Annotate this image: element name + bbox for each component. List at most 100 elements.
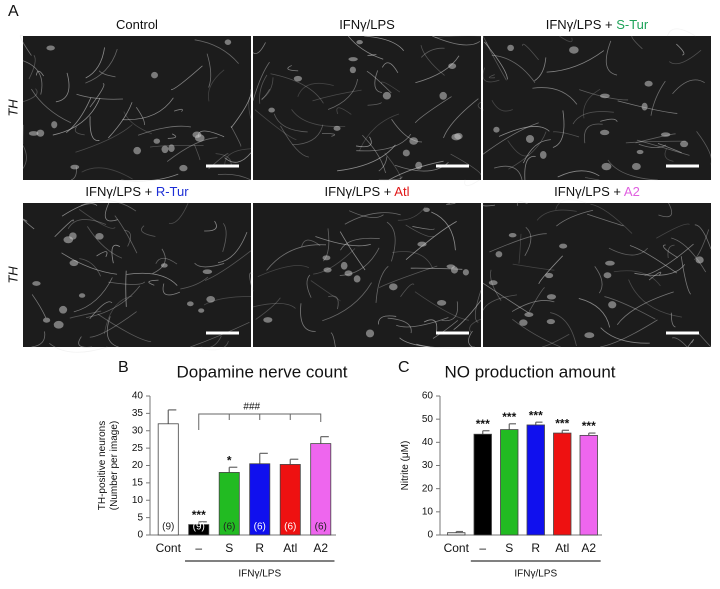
cell-body xyxy=(133,146,142,155)
x-tick-label: A2 xyxy=(313,541,328,555)
cell-body xyxy=(525,135,535,143)
neurite xyxy=(111,244,121,264)
neurite xyxy=(507,140,530,157)
neurite xyxy=(405,221,457,261)
cell-body xyxy=(206,296,216,303)
bar xyxy=(249,463,271,536)
cell-body xyxy=(448,63,457,69)
cell-body xyxy=(641,102,648,111)
neurite xyxy=(676,43,685,56)
cell-body xyxy=(78,293,86,298)
neurite xyxy=(366,70,392,94)
neurite xyxy=(273,113,308,133)
neurite xyxy=(648,271,662,281)
neurite xyxy=(123,111,153,135)
neurite xyxy=(432,320,459,339)
neurite xyxy=(22,218,35,230)
neurite xyxy=(512,263,555,271)
neurite xyxy=(292,124,324,146)
cell-body xyxy=(695,256,704,264)
neurite xyxy=(392,251,433,269)
neurite xyxy=(498,126,550,137)
comparison-label: ### xyxy=(243,402,260,413)
neurite xyxy=(489,233,547,253)
neurite xyxy=(254,109,297,141)
neurite xyxy=(313,248,356,275)
neurite xyxy=(680,256,691,295)
neurite xyxy=(108,281,145,285)
neurite xyxy=(89,83,105,108)
neurite xyxy=(328,295,339,310)
image-title-highlight: Atl xyxy=(394,184,409,199)
neurite xyxy=(634,264,686,276)
micrograph xyxy=(23,36,251,180)
neurite xyxy=(464,179,480,187)
neurite xyxy=(378,176,403,181)
neurite xyxy=(89,311,137,338)
neurite xyxy=(321,133,336,137)
neurite xyxy=(259,74,268,104)
cell-body xyxy=(263,317,273,323)
neurite xyxy=(482,122,539,155)
neurite xyxy=(222,223,227,253)
bar xyxy=(279,464,301,536)
image-title: IFNγ/LPS + Atl xyxy=(325,184,410,199)
neurite xyxy=(206,53,212,88)
cell-body xyxy=(70,164,80,170)
neurite xyxy=(203,296,252,306)
neurite xyxy=(671,237,707,273)
cell-body xyxy=(415,161,423,170)
neurite xyxy=(359,113,400,151)
panel-label: B xyxy=(118,359,129,376)
neurite xyxy=(312,89,362,102)
neurite xyxy=(669,49,702,65)
neurite xyxy=(585,177,600,181)
neurite xyxy=(656,223,690,239)
neurite xyxy=(124,229,131,247)
y-axis-label: TH-positive neurons(Number per image) xyxy=(97,421,120,510)
neurite xyxy=(344,212,401,225)
neurite xyxy=(628,279,682,318)
neurite xyxy=(339,231,366,271)
neurite xyxy=(85,49,118,84)
cell-body xyxy=(545,272,554,279)
neurite xyxy=(306,274,312,298)
cell-body xyxy=(160,263,168,268)
n-label: (6) xyxy=(315,522,327,533)
neurite xyxy=(337,144,396,172)
significance-label: *** xyxy=(192,508,206,522)
cell-body xyxy=(631,163,641,170)
cell-body xyxy=(365,329,375,338)
neurite xyxy=(613,270,661,287)
neurite xyxy=(541,333,570,348)
neurite xyxy=(194,39,239,64)
neurite xyxy=(522,43,539,61)
neurite xyxy=(340,237,380,251)
neurite xyxy=(687,339,694,348)
row-label: TH xyxy=(5,266,20,284)
neurite xyxy=(367,102,382,106)
cell-body xyxy=(495,251,503,258)
micrograph xyxy=(483,36,711,180)
cell-body xyxy=(63,236,74,244)
neurite xyxy=(391,119,423,143)
cell-body xyxy=(636,149,644,155)
neurite xyxy=(166,137,218,162)
neurite xyxy=(106,316,119,348)
y-tick-label: 0 xyxy=(427,530,433,541)
neurite xyxy=(400,283,415,297)
neurite xyxy=(399,337,431,348)
neurite xyxy=(511,300,555,312)
neurite xyxy=(590,203,633,234)
neurite xyxy=(204,250,252,281)
neurite xyxy=(488,74,496,79)
panel-label: C xyxy=(398,359,410,376)
neurite xyxy=(114,215,138,254)
neurite xyxy=(482,294,517,311)
cell-body xyxy=(32,281,41,286)
cell-body xyxy=(293,75,303,82)
neurite xyxy=(207,69,225,102)
cell-body xyxy=(194,134,205,142)
cell-body xyxy=(599,129,610,136)
cell-body xyxy=(179,164,188,172)
